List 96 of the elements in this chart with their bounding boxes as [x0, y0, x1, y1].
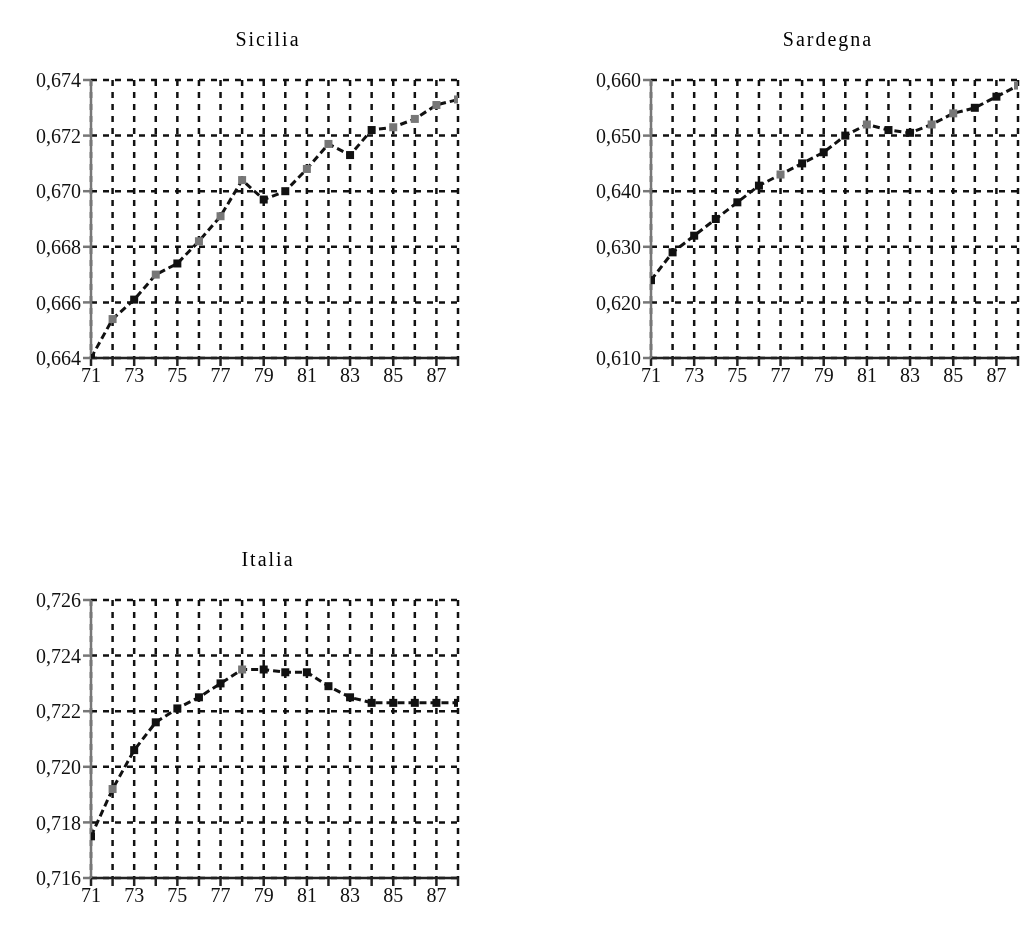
point	[238, 665, 247, 674]
point	[733, 198, 742, 207]
point	[776, 170, 785, 179]
point	[151, 270, 160, 279]
y-tick-label: 0,630	[596, 235, 641, 258]
y-tick-label: 0,716	[36, 867, 81, 890]
point	[432, 101, 441, 110]
x-tick-label: 75	[727, 364, 748, 387]
point	[711, 215, 720, 223]
point	[324, 682, 333, 691]
x-tick-label: 73	[684, 364, 705, 387]
x-tick-label: 81	[296, 364, 317, 387]
point	[216, 212, 225, 221]
x-tick-label: 81	[296, 884, 317, 907]
x-tick-label: 71	[81, 364, 101, 387]
x-tick-label: 75	[167, 884, 188, 907]
y-tick-label: 0,726	[36, 589, 81, 612]
point	[668, 248, 677, 257]
y-tick-label: 0,720	[36, 755, 81, 778]
point	[216, 679, 225, 688]
x-tick-label: 83	[340, 884, 361, 907]
point	[819, 148, 828, 157]
x-tick-label: 73	[124, 884, 145, 907]
point	[238, 176, 247, 185]
point	[194, 237, 203, 246]
point	[130, 295, 139, 304]
x-tick-label: 85	[383, 364, 404, 387]
point	[281, 187, 290, 196]
point	[108, 315, 117, 324]
point	[346, 693, 355, 702]
point	[302, 164, 311, 173]
point	[410, 114, 419, 123]
point	[970, 103, 979, 112]
y-tick-label: 0,670	[36, 180, 81, 203]
point	[194, 693, 203, 702]
y-tick-label: 0,668	[36, 235, 81, 258]
point	[927, 120, 936, 129]
point	[346, 151, 355, 160]
x-tick-label: 75	[167, 364, 188, 387]
x-tick-label: 85	[383, 884, 404, 907]
y-tick-label: 0,664	[36, 347, 81, 370]
point	[410, 698, 419, 707]
y-tick-label: 0,722	[36, 700, 81, 723]
x-tick-label: 83	[340, 364, 361, 387]
x-tick-label: 77	[210, 364, 231, 387]
point	[432, 698, 441, 707]
x-tick-label: 87	[986, 364, 1007, 387]
point	[367, 698, 376, 707]
point	[389, 698, 398, 707]
point	[949, 109, 958, 118]
x-tick-label: 87	[426, 884, 447, 907]
point	[798, 159, 807, 168]
point	[754, 181, 763, 190]
y-tick-label: 0,666	[36, 291, 81, 314]
chart-title: Sicilia	[234, 28, 302, 51]
chart-title: Sardegna	[781, 28, 875, 51]
point	[906, 128, 915, 137]
point	[992, 92, 1001, 101]
y-tick-label: 0,650	[596, 124, 641, 147]
x-tick-label: 79	[813, 364, 834, 387]
y-tick-label: 0,724	[36, 644, 81, 667]
x-tick-label: 79	[253, 884, 274, 907]
point	[108, 785, 117, 794]
x-tick-label: 73	[124, 364, 145, 387]
x-tick-label: 79	[253, 364, 274, 387]
y-tick-label: 0,672	[36, 124, 81, 147]
point	[259, 195, 268, 204]
chart-title: Italia	[240, 548, 296, 571]
y-tick-label: 0,640	[596, 180, 641, 203]
x-tick-label: 71	[81, 884, 101, 907]
y-tick-label: 0,674	[36, 69, 81, 92]
point	[173, 704, 182, 713]
x-tick-label: 83	[900, 364, 921, 387]
point	[130, 746, 139, 755]
point	[389, 123, 398, 132]
x-tick-label: 77	[770, 364, 791, 387]
y-tick-label: 0,610	[596, 347, 641, 370]
point	[367, 126, 376, 135]
point	[173, 259, 182, 268]
x-tick-label: 87	[426, 364, 447, 387]
point	[302, 668, 311, 677]
x-tick-label: 77	[210, 884, 231, 907]
point	[324, 139, 333, 148]
point	[151, 718, 160, 727]
point	[259, 665, 268, 674]
x-tick-label: 81	[856, 364, 877, 387]
x-tick-label: 85	[943, 364, 964, 387]
point	[690, 231, 699, 240]
y-tick-label: 0,718	[36, 811, 81, 834]
point	[862, 120, 871, 129]
point	[281, 668, 290, 677]
point	[884, 126, 893, 135]
y-tick-label: 0,660	[596, 69, 641, 92]
point	[841, 131, 850, 140]
x-tick-label: 71	[641, 364, 661, 387]
y-tick-label: 0,620	[596, 291, 641, 314]
